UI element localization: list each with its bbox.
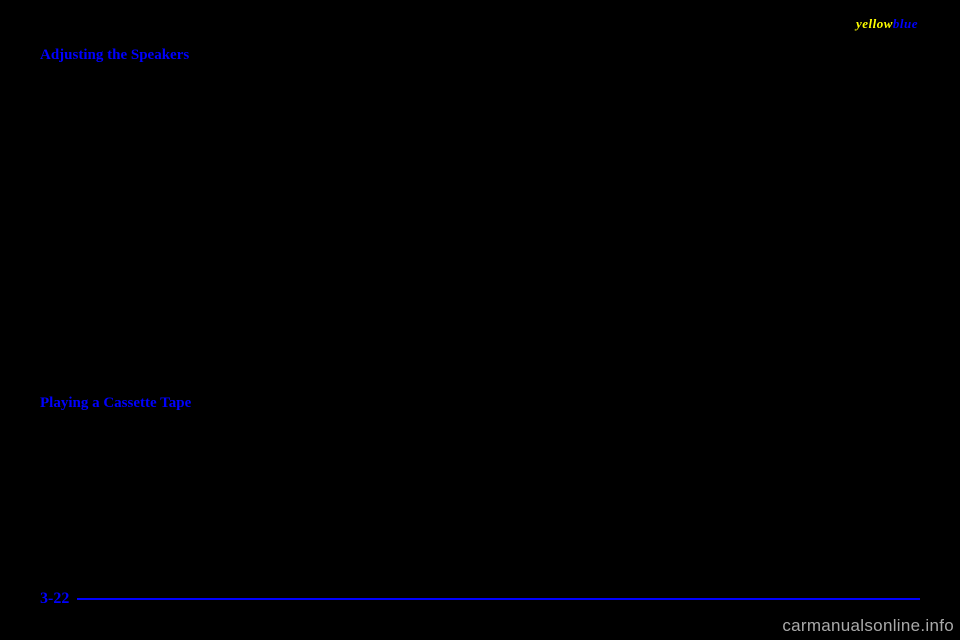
header-tag: yellowblue <box>856 16 918 32</box>
page-number: 3-22 <box>40 590 69 608</box>
para-ignition-off: If you want to insert a tape when the ig… <box>500 121 920 163</box>
watermark: carmanualsonline.info <box>782 616 954 636</box>
heading-cassette: Playing a Cassette Tape <box>40 392 460 415</box>
para-error: If an error appears on the display, see … <box>500 177 920 219</box>
header-blue: blue <box>893 16 918 31</box>
footer-line <box>77 598 920 600</box>
para-prev: 1 PREV: Press this pushbutton or the SEE… <box>500 233 920 338</box>
para-rev: 3 REV: Press this pushbutton to reverse … <box>500 471 920 576</box>
para-cassette-intro: Your tape player is built to work best w… <box>40 424 460 550</box>
left-column: Adjusting the Speakers BAL: Press the AU… <box>40 44 460 590</box>
page-content: Adjusting the Speakers BAL: Press the AU… <box>40 0 920 590</box>
right-column: While the tape is playing, use the VOLUM… <box>500 44 920 590</box>
para-next: 2 NEXT: Press this pushbutton or the SEE… <box>500 352 920 457</box>
para-controls: While the tape is playing, use the VOLUM… <box>500 44 920 107</box>
page-footer: 3-22 <box>40 590 920 608</box>
para-fad: FAD: Press the AUDIO knob until FAD appe… <box>40 196 460 301</box>
para-reset: To set the bass, treble, balance and fad… <box>40 315 460 378</box>
heading-adjusting-speakers: Adjusting the Speakers <box>40 44 460 67</box>
header-yellow: yellow <box>856 16 893 31</box>
para-bal: BAL: Press the AUDIO knob until BAL appe… <box>40 77 460 182</box>
